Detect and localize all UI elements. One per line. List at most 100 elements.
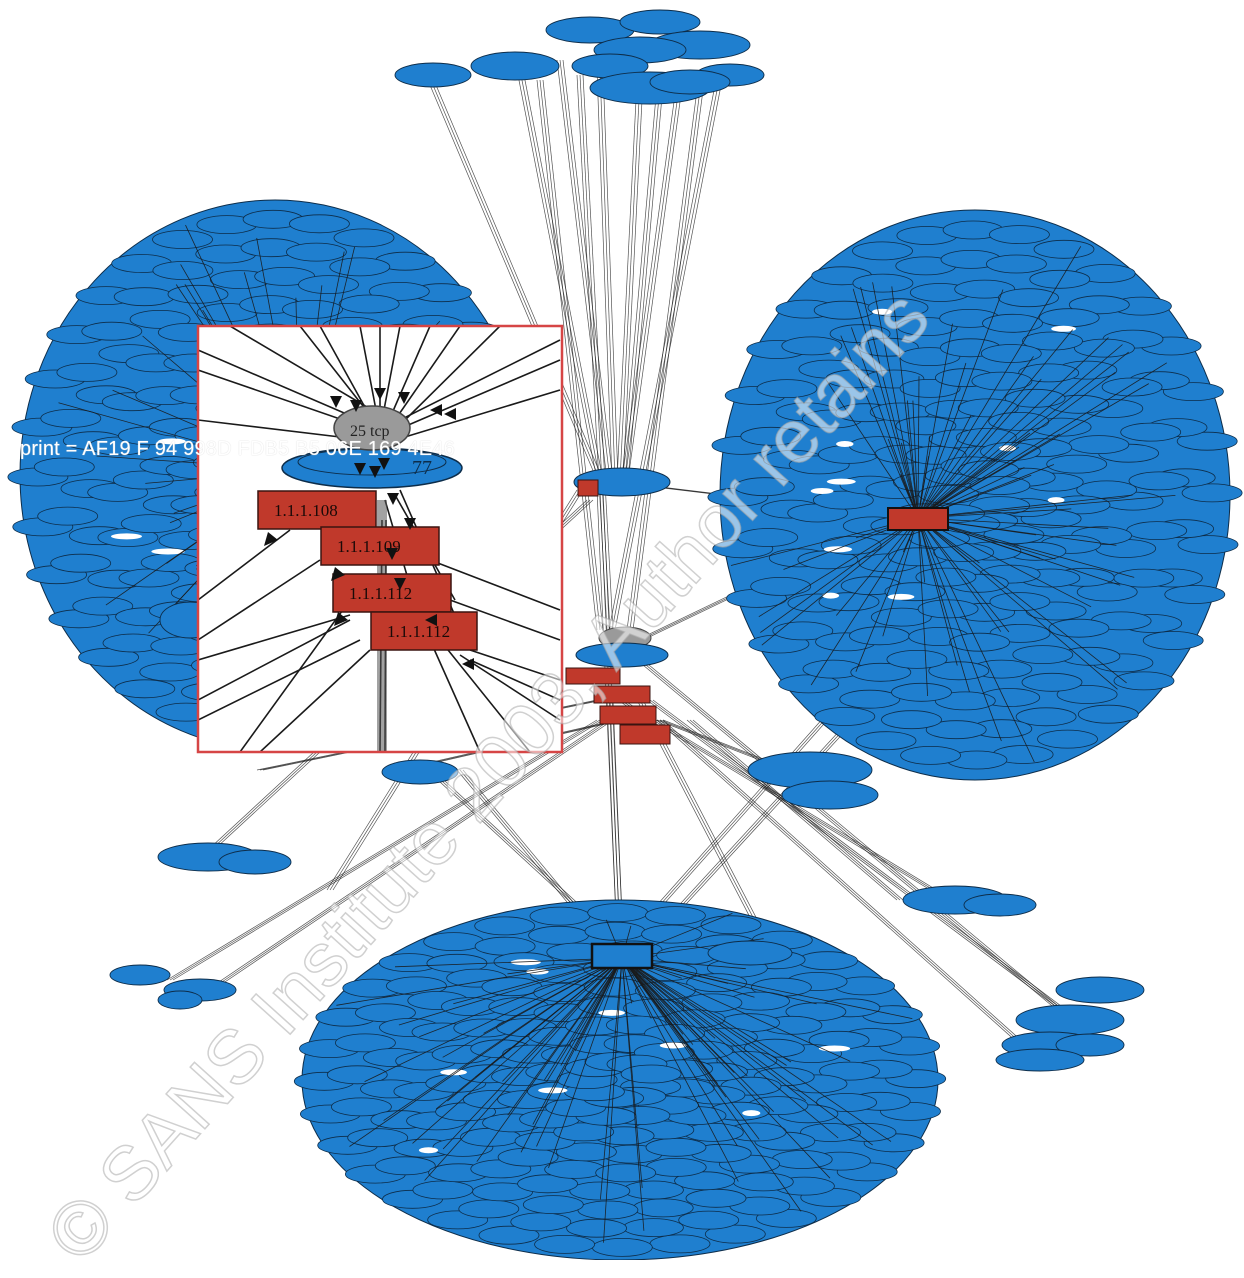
cluster-gap	[811, 488, 834, 494]
host-node	[153, 231, 213, 249]
host-node	[115, 680, 175, 698]
host-node	[892, 683, 952, 701]
host-node	[686, 1189, 746, 1207]
host-node	[642, 925, 702, 943]
host-node	[687, 974, 747, 992]
satellite-host-node	[708, 941, 792, 965]
key-fingerprint-overlay: print = AF19 F 94 998D FDB5 B5 06E 169 4…	[20, 438, 455, 461]
host-node	[751, 577, 811, 595]
host-node	[901, 746, 961, 764]
host-node	[1143, 632, 1203, 650]
host-node	[1038, 730, 1098, 748]
host-node	[1121, 423, 1181, 441]
cluster-gap	[1048, 497, 1065, 503]
long-edge	[557, 60, 607, 480]
long-edge	[625, 85, 660, 480]
host-node	[1030, 270, 1090, 288]
satellite-host-node	[158, 991, 202, 1009]
long-edge	[603, 70, 618, 480]
host-node	[1078, 705, 1138, 723]
host-node	[1165, 586, 1225, 604]
host-node	[815, 708, 875, 726]
host-node	[596, 1164, 656, 1182]
zoom-alert-label: 1.1.1.112	[387, 622, 450, 641]
host-node	[1069, 436, 1129, 454]
host-node	[588, 904, 648, 922]
host-node	[38, 507, 98, 525]
host-node	[1022, 673, 1082, 691]
host-node	[339, 295, 399, 313]
host-node	[334, 229, 394, 247]
host-node	[999, 289, 1059, 307]
host-node	[545, 1160, 605, 1178]
host-node	[798, 952, 858, 970]
satellite-host-node	[650, 70, 730, 94]
satellite-host-node	[964, 894, 1036, 916]
host-node	[1129, 472, 1189, 490]
host-node	[82, 322, 142, 340]
central-alert-node	[600, 706, 656, 724]
host-node	[511, 1213, 571, 1231]
satellite-host-node	[782, 781, 878, 809]
host-node	[918, 600, 978, 618]
host-node	[413, 1181, 473, 1199]
cluster-gap	[111, 533, 142, 539]
host-node	[529, 926, 589, 944]
central-alert-node	[578, 480, 598, 496]
zoom-alert-label: 1.1.1.108	[274, 501, 338, 520]
host-node	[299, 276, 359, 294]
host-node	[849, 627, 909, 645]
host-node	[585, 922, 645, 940]
host-node	[650, 1235, 710, 1253]
host-node	[679, 1211, 739, 1229]
alert-hub-node	[888, 508, 948, 530]
host-node	[1034, 240, 1094, 258]
satellite-host-node	[1016, 1005, 1124, 1035]
host-node	[1047, 455, 1107, 473]
host-node	[289, 215, 349, 233]
host-node	[623, 1181, 683, 1199]
satellite-host-node	[996, 1049, 1084, 1071]
long-edge	[600, 70, 615, 480]
host-node	[114, 288, 174, 306]
host-node	[1013, 646, 1073, 664]
host-node	[621, 1065, 681, 1083]
host-node	[424, 933, 484, 951]
cluster-gap	[888, 594, 915, 600]
satellite-host-node	[1056, 977, 1144, 1003]
host-node	[1114, 672, 1174, 690]
host-node	[375, 1157, 435, 1175]
host-node	[772, 1151, 832, 1169]
long-edge	[583, 75, 613, 630]
long-edge	[628, 85, 663, 480]
host-node	[51, 554, 111, 572]
host-node	[567, 1219, 627, 1237]
host-node	[578, 1201, 638, 1219]
host-node	[701, 916, 761, 934]
host-node	[592, 1238, 652, 1256]
long-edge	[597, 70, 612, 480]
host-node	[1178, 536, 1238, 554]
host-node	[57, 363, 117, 381]
host-node	[882, 711, 942, 729]
central-alert-node	[620, 725, 670, 744]
host-node	[989, 226, 1049, 244]
cluster-hub-node	[592, 944, 652, 968]
host-node	[1127, 522, 1187, 540]
satellite-host-node	[471, 52, 559, 80]
cluster-gap	[1051, 326, 1076, 332]
host-node	[645, 907, 705, 925]
satellite-host-node	[219, 850, 291, 874]
host-node	[856, 732, 916, 750]
satellite-host-node	[620, 10, 700, 34]
host-node	[459, 1200, 519, 1218]
host-node	[986, 255, 1046, 273]
satellite-host-node	[110, 965, 170, 985]
host-node	[523, 1196, 583, 1214]
host-node	[286, 243, 346, 261]
host-node	[887, 650, 947, 668]
host-node	[972, 372, 1032, 390]
host-node	[950, 633, 1010, 651]
host-node	[840, 690, 900, 708]
host-node	[535, 1235, 595, 1253]
